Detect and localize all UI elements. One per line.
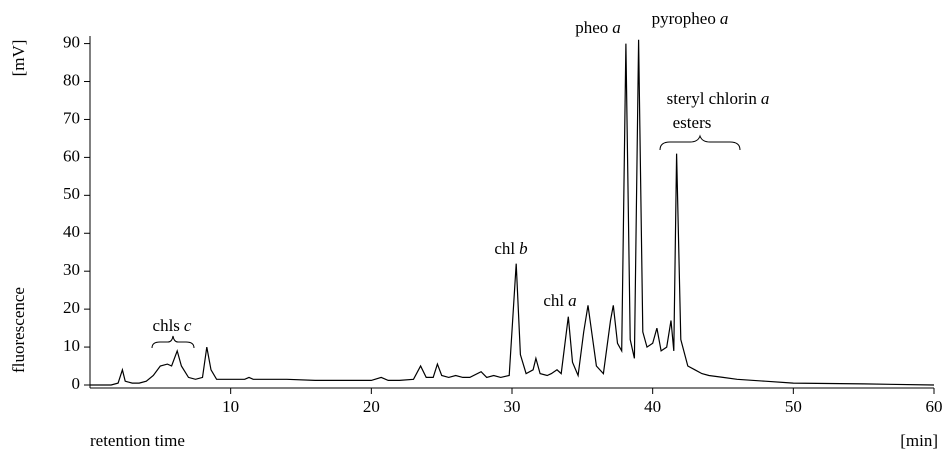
- annotation-part: a: [612, 18, 621, 37]
- annotation: steryl chlorin a esters: [667, 89, 770, 132]
- y-axis-unit: [mV]: [9, 40, 28, 77]
- y-tick-label: 50: [63, 184, 80, 203]
- annotation-part: b: [519, 239, 528, 258]
- annotation-part: esters: [673, 113, 712, 132]
- annotation: chls c: [153, 316, 192, 335]
- brace: [151, 335, 195, 349]
- annotation: chl b: [494, 239, 527, 258]
- x-axis-unit: [min]: [900, 431, 938, 450]
- annotation: pyropheo a: [652, 9, 729, 28]
- y-tick-label: 10: [63, 336, 80, 355]
- y-tick-label: 60: [63, 146, 80, 165]
- annotation-part: chl: [543, 291, 564, 310]
- annotation-part: pyropheo: [652, 9, 716, 28]
- annotation-part: a: [720, 9, 729, 28]
- x-tick-label: 60: [926, 397, 943, 416]
- annotation-part: steryl chlorin: [667, 89, 758, 108]
- x-axis-label: retention time: [90, 431, 185, 450]
- annotation: chl a: [543, 291, 576, 310]
- annotation-part: a: [761, 89, 770, 108]
- y-tick-label: 30: [63, 260, 80, 279]
- y-tick-label: 0: [72, 374, 81, 393]
- trace: [90, 39, 935, 386]
- annotation-part: pheo: [575, 18, 608, 37]
- brace: [659, 134, 741, 151]
- y-tick-label: 90: [63, 32, 80, 51]
- annotation-part: chls: [153, 316, 180, 335]
- annotation-part: c: [184, 316, 192, 335]
- y-tick-label: 80: [63, 70, 80, 89]
- y-tick-label: 40: [63, 222, 80, 241]
- x-tick-label: 50: [785, 397, 802, 416]
- x-tick-label: 40: [644, 397, 661, 416]
- annotation-part: a: [568, 291, 577, 310]
- y-axis-label: fluorescence: [9, 287, 28, 373]
- y-tick-label: 70: [63, 108, 80, 127]
- annotation: pheo a: [575, 18, 621, 37]
- x-tick-label: 20: [363, 397, 380, 416]
- annotation-part: chl: [494, 239, 515, 258]
- y-tick-label: 20: [63, 298, 80, 317]
- x-tick-label: 30: [504, 397, 521, 416]
- x-tick-label: 10: [222, 397, 239, 416]
